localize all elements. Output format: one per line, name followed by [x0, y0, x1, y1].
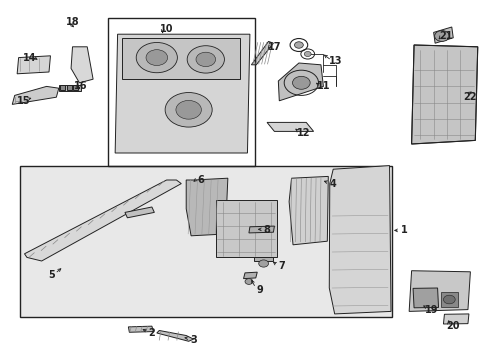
Text: 3: 3 — [190, 335, 197, 345]
Text: 12: 12 — [297, 128, 311, 138]
Polygon shape — [125, 207, 154, 218]
Circle shape — [435, 31, 449, 41]
Polygon shape — [251, 41, 273, 65]
Polygon shape — [17, 56, 50, 74]
Text: 21: 21 — [439, 31, 453, 41]
Polygon shape — [409, 271, 470, 311]
Polygon shape — [412, 45, 478, 144]
Circle shape — [196, 52, 216, 67]
Text: 11: 11 — [317, 81, 330, 91]
Circle shape — [443, 295, 455, 304]
Text: 13: 13 — [329, 56, 343, 66]
Circle shape — [146, 50, 168, 66]
Circle shape — [136, 42, 177, 73]
Circle shape — [293, 76, 310, 89]
Text: 4: 4 — [330, 179, 337, 189]
Polygon shape — [122, 38, 240, 79]
Polygon shape — [115, 34, 250, 153]
Bar — [108, 18, 255, 166]
Polygon shape — [329, 166, 391, 314]
Text: 19: 19 — [424, 305, 438, 315]
Circle shape — [304, 51, 311, 57]
Text: 7: 7 — [278, 261, 285, 271]
Polygon shape — [443, 314, 469, 324]
Text: 8: 8 — [264, 225, 270, 235]
Polygon shape — [24, 180, 181, 261]
Polygon shape — [67, 85, 72, 90]
Polygon shape — [249, 226, 274, 233]
Text: 2: 2 — [148, 328, 155, 338]
Polygon shape — [413, 288, 439, 308]
Circle shape — [176, 100, 201, 119]
Polygon shape — [434, 27, 453, 43]
Text: 5: 5 — [48, 270, 55, 280]
Polygon shape — [186, 178, 228, 236]
Polygon shape — [267, 122, 314, 131]
Polygon shape — [71, 47, 93, 83]
Bar — [441, 292, 458, 307]
Polygon shape — [244, 272, 257, 279]
Text: 17: 17 — [268, 42, 281, 52]
Text: 6: 6 — [197, 175, 204, 185]
Text: 22: 22 — [464, 92, 477, 102]
Circle shape — [259, 260, 269, 267]
Text: 14: 14 — [23, 53, 36, 63]
Text: 18: 18 — [66, 17, 79, 27]
Text: 9: 9 — [256, 285, 263, 295]
Polygon shape — [278, 63, 323, 101]
Text: 1: 1 — [401, 225, 408, 235]
Text: 16: 16 — [74, 81, 88, 91]
Bar — [20, 166, 392, 317]
Polygon shape — [60, 85, 65, 90]
Text: 15: 15 — [17, 96, 30, 106]
Polygon shape — [216, 200, 277, 257]
Polygon shape — [128, 326, 153, 332]
Polygon shape — [254, 257, 273, 261]
Polygon shape — [73, 85, 78, 90]
Circle shape — [165, 93, 212, 127]
Text: 10: 10 — [160, 24, 173, 34]
Circle shape — [187, 46, 224, 73]
Circle shape — [294, 42, 303, 48]
Circle shape — [245, 279, 253, 284]
Text: 20: 20 — [446, 321, 460, 331]
Polygon shape — [289, 176, 328, 245]
Polygon shape — [157, 330, 194, 341]
Polygon shape — [12, 86, 59, 104]
Polygon shape — [59, 85, 81, 91]
